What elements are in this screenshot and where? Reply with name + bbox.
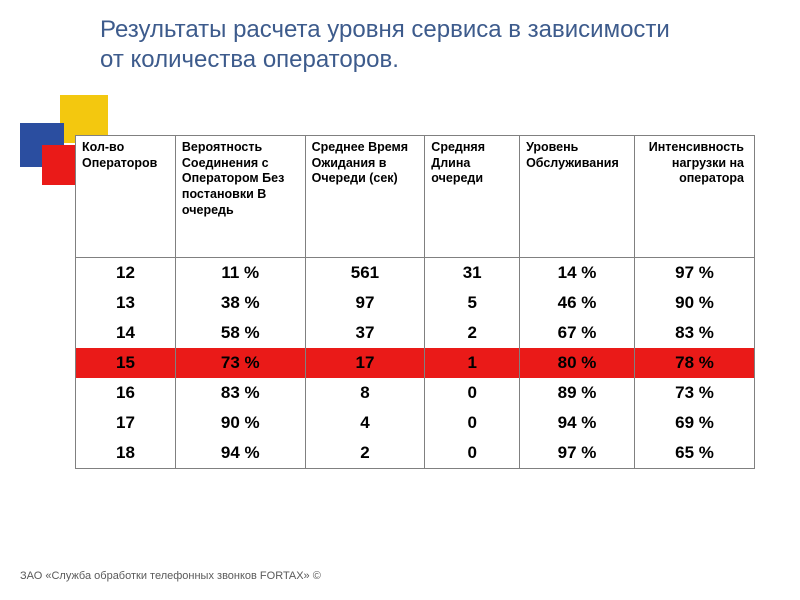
table-cell: 46 % bbox=[520, 288, 635, 318]
table-cell: 13 bbox=[76, 288, 176, 318]
table-cell: 97 bbox=[305, 288, 425, 318]
table-cell: 1 bbox=[425, 348, 520, 378]
table-cell: 37 bbox=[305, 318, 425, 348]
table-cell: 67 % bbox=[520, 318, 635, 348]
table-cell: 17 bbox=[76, 408, 176, 438]
table-row: 1790 %4094 %69 % bbox=[76, 408, 755, 438]
table-row: 1683 %8089 %73 % bbox=[76, 378, 755, 408]
table-cell: 14 % bbox=[520, 258, 635, 289]
table-cell: 4 bbox=[305, 408, 425, 438]
table-cell: 38 % bbox=[175, 288, 305, 318]
table-cell: 12 bbox=[76, 258, 176, 289]
table-row: 1894 %2097 %65 % bbox=[76, 438, 755, 469]
table-cell: 0 bbox=[425, 408, 520, 438]
table-cell: 90 % bbox=[635, 288, 755, 318]
col-load-intensity: Интенсивность нагрузки на оператора bbox=[635, 136, 755, 258]
table-row: 1573 %17180 %78 % bbox=[76, 348, 755, 378]
table-cell: 8 bbox=[305, 378, 425, 408]
footer-copyright: ЗАО «Служба обработки телефонных звонков… bbox=[20, 570, 321, 582]
table-cell: 69 % bbox=[635, 408, 755, 438]
table-cell: 94 % bbox=[175, 438, 305, 469]
table-cell: 65 % bbox=[635, 438, 755, 469]
col-avg-queue-len: Средняя Длина очереди bbox=[425, 136, 520, 258]
table-cell: 18 bbox=[76, 438, 176, 469]
table-cell: 561 bbox=[305, 258, 425, 289]
page-title: Результаты расчета уровня сервиса в зави… bbox=[100, 15, 700, 75]
table-cell: 73 % bbox=[635, 378, 755, 408]
table-cell: 14 bbox=[76, 318, 176, 348]
table-cell: 0 bbox=[425, 378, 520, 408]
table-cell: 16 bbox=[76, 378, 176, 408]
table-cell: 97 % bbox=[635, 258, 755, 289]
table-cell: 80 % bbox=[520, 348, 635, 378]
table-cell: 90 % bbox=[175, 408, 305, 438]
table-body: 1211 %5613114 %97 %1338 %97546 %90 %1458… bbox=[76, 258, 755, 469]
table-cell: 73 % bbox=[175, 348, 305, 378]
col-connect-prob: Вероятность Соединения с Оператором Без … bbox=[175, 136, 305, 258]
table-header-row: Кол-во Операторов Вероятность Соединения… bbox=[76, 136, 755, 258]
table-row: 1458 %37267 %83 % bbox=[76, 318, 755, 348]
table-cell: 83 % bbox=[175, 378, 305, 408]
table-cell: 0 bbox=[425, 438, 520, 469]
table-cell: 94 % bbox=[520, 408, 635, 438]
table-cell: 83 % bbox=[635, 318, 755, 348]
col-operators: Кол-во Операторов bbox=[76, 136, 176, 258]
table-cell: 5 bbox=[425, 288, 520, 318]
table-cell: 17 bbox=[305, 348, 425, 378]
table-cell: 2 bbox=[305, 438, 425, 469]
table-cell: 31 bbox=[425, 258, 520, 289]
table-row: 1211 %5613114 %97 % bbox=[76, 258, 755, 289]
table-cell: 89 % bbox=[520, 378, 635, 408]
service-level-table: Кол-во Операторов Вероятность Соединения… bbox=[75, 135, 755, 469]
table-cell: 58 % bbox=[175, 318, 305, 348]
table-cell: 15 bbox=[76, 348, 176, 378]
table-cell: 78 % bbox=[635, 348, 755, 378]
table-cell: 97 % bbox=[520, 438, 635, 469]
table-row: 1338 %97546 %90 % bbox=[76, 288, 755, 318]
col-avg-wait: Среднее Время Ожидания в Очереди (сек) bbox=[305, 136, 425, 258]
col-service-level: Уровень Обслуживания bbox=[520, 136, 635, 258]
table-cell: 2 bbox=[425, 318, 520, 348]
table-cell: 11 % bbox=[175, 258, 305, 289]
